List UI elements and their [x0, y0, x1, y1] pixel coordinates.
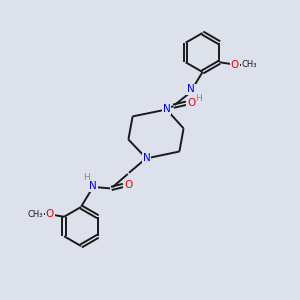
Text: N: N	[187, 84, 195, 94]
Text: N: N	[163, 104, 170, 115]
Text: CH₃: CH₃	[28, 210, 43, 219]
Text: O: O	[231, 60, 239, 70]
Text: N: N	[142, 153, 150, 164]
Text: CH₃: CH₃	[242, 60, 257, 69]
Text: H: H	[195, 94, 202, 103]
Text: O: O	[187, 98, 196, 108]
Text: O: O	[124, 180, 133, 190]
Text: H: H	[83, 173, 89, 182]
Text: N: N	[89, 181, 97, 191]
Text: O: O	[46, 209, 54, 219]
